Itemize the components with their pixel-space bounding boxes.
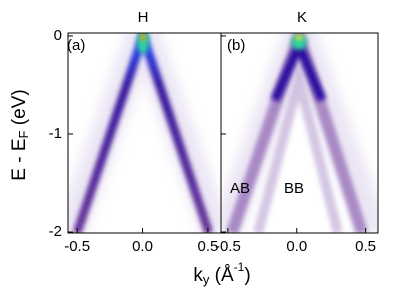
panel-label: (b) xyxy=(227,37,245,54)
x-tick-label: -0.5 xyxy=(64,238,90,255)
label-part: k xyxy=(193,265,203,286)
frame xyxy=(67,32,379,234)
annotation: AB xyxy=(230,180,250,197)
x-tick-label: 0.0 xyxy=(286,238,307,255)
panel-label: (a) xyxy=(67,37,85,54)
label-part: y xyxy=(203,272,210,287)
intensity-a xyxy=(68,33,221,233)
label-part: E - E xyxy=(9,138,30,180)
label-part: (Å xyxy=(209,265,234,286)
x-tick-label: 0.0 xyxy=(132,238,153,255)
y-axis-label: E - EF (eV) xyxy=(9,89,31,180)
label-part: -1 xyxy=(234,260,245,274)
label-part: F xyxy=(16,130,31,138)
label-part: (eV) xyxy=(9,89,30,130)
panel-title: K xyxy=(297,9,307,26)
x-tick-label: -0.5 xyxy=(215,238,241,255)
y-tick-label: -1 xyxy=(49,125,62,142)
x-tick-label: 0.5 xyxy=(355,238,376,255)
panel-title: H xyxy=(138,9,149,26)
x-tick-label: 0.5 xyxy=(197,238,218,255)
label-part: ) xyxy=(244,265,250,286)
x-axis-label: ky (Å-1) xyxy=(193,260,250,287)
annotation: BB xyxy=(284,180,304,197)
y-tick-label: 0 xyxy=(54,27,62,44)
y-tick-label: -2 xyxy=(49,223,62,240)
intensity-b xyxy=(221,33,378,233)
